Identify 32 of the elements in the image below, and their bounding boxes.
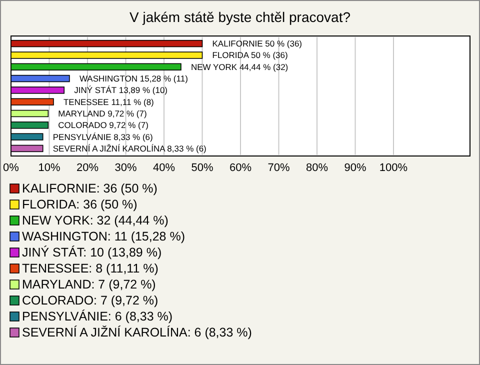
text: FLORIDA: 36 (50 %) xyxy=(22,198,138,212)
chart-title: V jakém státě byste chtěl pracovat? xyxy=(130,9,351,25)
text: WASHINGTON: 11 (15,28 %) xyxy=(22,230,186,244)
x-tick-label: 10% xyxy=(38,162,60,174)
text: KALIFORNIE: 36 (50 %) xyxy=(22,182,158,196)
category-label: COLORADO 9,72 % (7) xyxy=(58,120,148,130)
category-label: KALIFORNIE 50 % (36) xyxy=(212,38,302,49)
text: JINÝ STÁT: 10 (13,89 %) xyxy=(22,246,162,260)
x-tick-label: 90% xyxy=(344,162,366,174)
x-tick-label: 70% xyxy=(268,162,290,174)
x-tick-label: 20% xyxy=(76,162,99,174)
category-label: FLORIDA 50 % (36) xyxy=(212,50,288,60)
text: PENSYLVÁNIE: 6 (8,33 %) xyxy=(22,310,173,324)
category-label: JINÝ STÁT 13,89 % (10) xyxy=(74,85,168,96)
category-label: TENESSEE 11,11 % (8) xyxy=(63,96,154,107)
text: COLORADO: 7 (9,72 %) xyxy=(22,294,158,308)
x-tick-label: 40% xyxy=(152,162,176,174)
x-tick-label: 50% xyxy=(191,162,214,174)
x-tick-label: 80% xyxy=(306,162,328,174)
category-label: PENSYLVÁNIE 8,33 % (6) xyxy=(52,132,153,142)
text: SEVERNÍ A JIŽNÍ KAROLÍNA: 6 (8,33 %) xyxy=(22,326,252,340)
x-tick-label: 0% xyxy=(3,162,20,174)
category-label: WASHINGTON 15,28 % (11) xyxy=(79,74,188,84)
text: NEW YORK: 32 (44,44 %) xyxy=(22,214,168,228)
x-tick-label: 100% xyxy=(379,162,408,174)
category-label: MARYLAND 9,72 % (7) xyxy=(58,108,147,118)
text: MARYLAND: 7 (9,72 %) xyxy=(22,278,156,292)
x-tick-label: 30% xyxy=(114,162,137,174)
category-label: NEW YORK 44,44 % (32) xyxy=(190,62,288,72)
text: TENESSEE: 8 (11,11 %) xyxy=(22,262,158,276)
x-tick-label: 60% xyxy=(229,162,252,174)
category-label: SEVERNÍ A JIŽNÍ KAROLÍNA 8,33 % (6) xyxy=(52,143,206,154)
